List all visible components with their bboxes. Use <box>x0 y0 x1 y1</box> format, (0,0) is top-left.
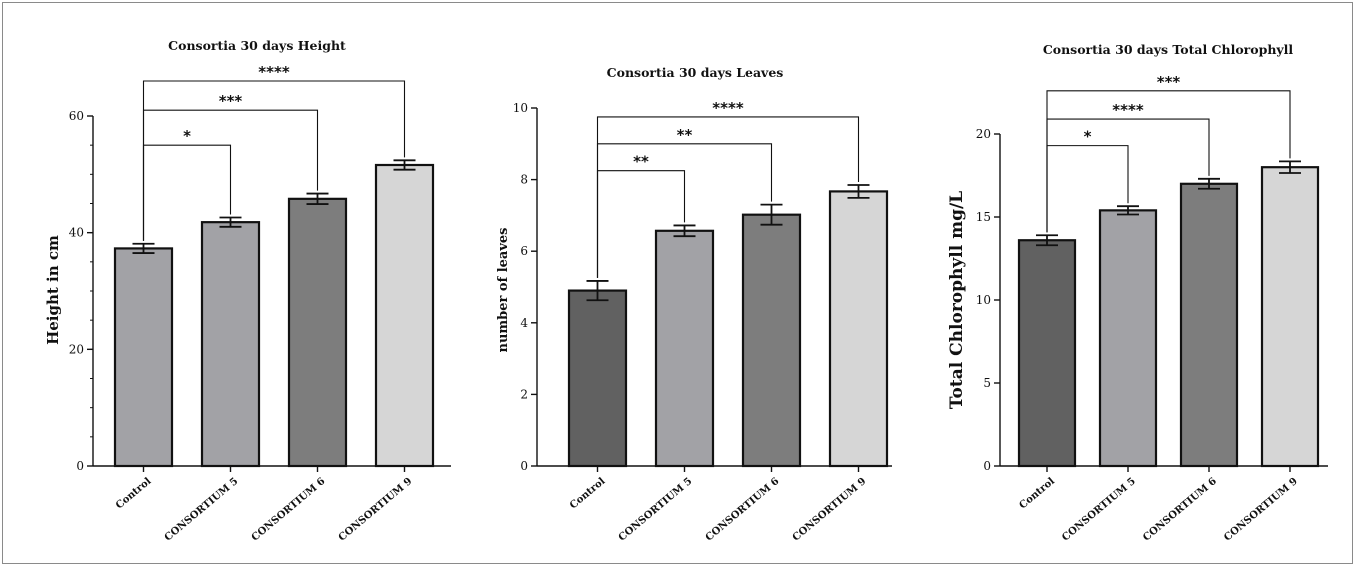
x-tick-label: CONSORTIUM 9 <box>1222 476 1300 544</box>
bar-control <box>567 289 628 468</box>
chart-panel-1: Consortia 30 days Height Height in cm 0 20 4… <box>44 38 451 544</box>
y-tick-label: 2 <box>520 387 528 401</box>
significance-label: * <box>183 127 191 145</box>
x-tick-label: Control <box>114 476 154 512</box>
significance-label: **** <box>712 99 744 117</box>
significance-label: ** <box>633 153 649 171</box>
chart-title: Consortia 30 days Total Chlorophyll <box>1043 42 1294 57</box>
significance-label: * <box>1084 128 1092 146</box>
y-tick-label: 60 <box>69 109 84 123</box>
x-tick-label: CONSORTIUM 6 <box>704 476 782 544</box>
y-tick-label: 10 <box>513 101 528 115</box>
y-tick-label: 6 <box>520 244 528 258</box>
x-tick-label: CONSORTIUM 5 <box>163 476 241 544</box>
significance-label: **** <box>1112 101 1144 119</box>
significance-bracket <box>596 116 860 278</box>
chart-panel-3: Consortia 30 days Total Chlorophyll Total… <box>947 42 1328 544</box>
bar-consortium-5 <box>654 229 715 468</box>
bar-consortium-6 <box>287 197 348 468</box>
y-tick-label: 15 <box>976 210 991 224</box>
significance-label: ** <box>677 126 693 144</box>
y-axis-label: number of leaves <box>496 228 511 353</box>
y-tick-label: 40 <box>69 226 84 240</box>
x-tick-label: Control <box>568 476 608 512</box>
x-tick-label: CONSORTIUM 5 <box>617 476 695 544</box>
y-tick-label: 4 <box>520 316 528 330</box>
bar-consortium-6 <box>1179 182 1239 468</box>
bar-consortium-9 <box>1260 166 1320 468</box>
bar-consortium-9 <box>374 163 435 468</box>
bar-control <box>1017 239 1077 468</box>
bar-consortium-6 <box>741 213 802 468</box>
y-tick-label: 20 <box>976 127 991 141</box>
x-tick-label: CONSORTIUM 9 <box>791 476 869 544</box>
x-tick-label: CONSORTIUM 6 <box>250 476 328 544</box>
bar-consortium-5 <box>1098 209 1158 468</box>
significance-bracket <box>1046 90 1291 233</box>
chart-title: Consortia 30 days Leaves <box>607 65 784 80</box>
y-tick-label: 0 <box>983 459 991 473</box>
y-tick-label: 5 <box>983 376 991 390</box>
y-tick-label: 0 <box>76 459 84 473</box>
x-tick-label: CONSORTIUM 6 <box>1141 476 1219 544</box>
y-tick-label: 0 <box>520 459 528 473</box>
y-tick-label: 8 <box>520 173 528 187</box>
significance-label: *** <box>1157 73 1181 91</box>
y-axis-label: Height in cm <box>44 235 62 345</box>
chart-panel-2: Consortia 30 days Leaves number of leaves… <box>496 65 892 544</box>
x-tick-label: Control <box>1017 476 1057 512</box>
y-axis-label: Total Chlorophyll mg/L <box>947 191 967 409</box>
x-tick-label: CONSORTIUM 5 <box>1060 476 1138 544</box>
significance-label: *** <box>219 92 243 110</box>
significance-bracket <box>142 80 406 241</box>
y-tick-label: 10 <box>976 293 991 307</box>
y-tick-label: 20 <box>69 342 84 356</box>
bar-control <box>113 247 174 468</box>
x-tick-label: CONSORTIUM 9 <box>337 476 415 544</box>
chart-title: Consortia 30 days Height <box>168 38 346 53</box>
significance-label: **** <box>258 63 290 81</box>
bar-consortium-9 <box>828 190 889 468</box>
bar-consortium-5 <box>200 221 261 468</box>
